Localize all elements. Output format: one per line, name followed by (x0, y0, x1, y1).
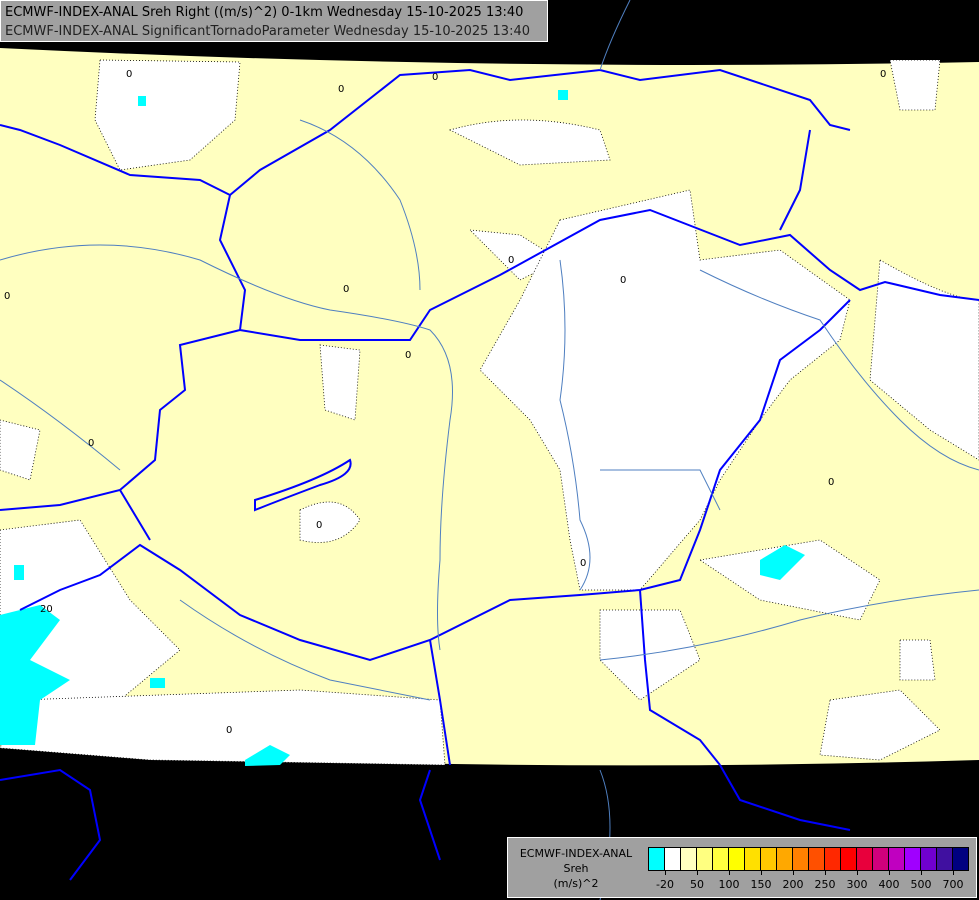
svg-text:20: 20 (40, 604, 53, 615)
legend-tick (729, 870, 730, 875)
legend-swatch (809, 848, 825, 870)
legend-tick (665, 870, 666, 875)
legend-swatch (665, 848, 681, 870)
svg-text:0: 0 (4, 291, 10, 302)
legend-tick (953, 870, 954, 875)
svg-text:0: 0 (508, 255, 514, 266)
contour-labels: 0 0 0 0 0 0 0 0 0 0 0 0 0 0 20 (4, 69, 886, 736)
legend-tick-label: 250 (814, 878, 836, 891)
legend-tick (921, 870, 922, 875)
country-borders (0, 68, 979, 881)
legend-tick-label: 50 (690, 878, 704, 891)
legend-swatch (681, 848, 697, 870)
legend-swatch (857, 848, 873, 870)
zero-shear-areas (0, 59, 979, 766)
svg-text:0: 0 (226, 725, 232, 736)
svg-text:0: 0 (316, 520, 322, 531)
svg-text:0: 0 (828, 477, 834, 488)
legend-swatches (648, 847, 969, 871)
legend-unit: (m/s)^2 (553, 877, 599, 890)
svg-text:0: 0 (880, 69, 886, 80)
svg-text:0: 0 (580, 558, 586, 569)
map-title: ECMWF-INDEX-ANAL Sreh Right ((m/s)^2) 0-… (0, 0, 548, 42)
legend-title: ECMWF-INDEX-ANAL Sreh (m/s)^2 (512, 846, 640, 891)
legend-tick-label: 400 (878, 878, 900, 891)
legend-tick (857, 870, 858, 875)
legend-tick (889, 870, 890, 875)
legend-parameter: Sreh (563, 862, 589, 875)
legend-swatch (793, 848, 809, 870)
title-line-sreh: ECMWF-INDEX-ANAL Sreh Right ((m/s)^2) 0-… (5, 5, 524, 20)
svg-text:0: 0 (343, 284, 349, 295)
legend-tick-label: 100 (718, 878, 740, 891)
legend-tick-label: 700 (942, 878, 964, 891)
legend-tick-label: 150 (750, 878, 772, 891)
legend-ticks: -20 50 100 150 200 250 300 400 500 700 (648, 870, 978, 895)
legend-tick-label: 200 (782, 878, 804, 891)
color-legend: ECMWF-INDEX-ANAL Sreh (m/s)^2 -20 50 100 15… (507, 837, 977, 898)
legend-tick (761, 870, 762, 875)
title-line-stp: ECMWF-INDEX-ANAL SignificantTornadoParam… (5, 24, 530, 39)
legend-swatch (745, 848, 761, 870)
forecast-domain (0, 48, 979, 766)
svg-text:0: 0 (126, 69, 132, 80)
svg-text:0: 0 (405, 350, 411, 361)
legend-swatch (889, 848, 905, 870)
legend-swatch (825, 848, 841, 870)
legend-swatch (905, 848, 921, 870)
negative-shear-areas (0, 90, 805, 766)
svg-text:0: 0 (432, 72, 438, 83)
legend-swatch (649, 848, 665, 870)
legend-swatch (697, 848, 713, 870)
legend-swatch (713, 848, 729, 870)
legend-swatch (841, 848, 857, 870)
legend-swatch (953, 848, 968, 870)
legend-tick (697, 870, 698, 875)
legend-tick-label: 500 (910, 878, 932, 891)
svg-text:0: 0 (620, 275, 626, 286)
svg-text:0: 0 (88, 438, 94, 449)
legend-tick (793, 870, 794, 875)
legend-swatch (761, 848, 777, 870)
legend-swatch (873, 848, 889, 870)
legend-swatch (921, 848, 937, 870)
legend-model: ECMWF-INDEX-ANAL (519, 847, 633, 860)
legend-swatch (937, 848, 953, 870)
legend-tick-label: 300 (846, 878, 868, 891)
legend-tick-label: -20 (656, 878, 674, 891)
legend-swatch (777, 848, 793, 870)
legend-tick (825, 870, 826, 875)
legend-swatch (729, 848, 745, 870)
svg-text:0: 0 (338, 84, 344, 95)
